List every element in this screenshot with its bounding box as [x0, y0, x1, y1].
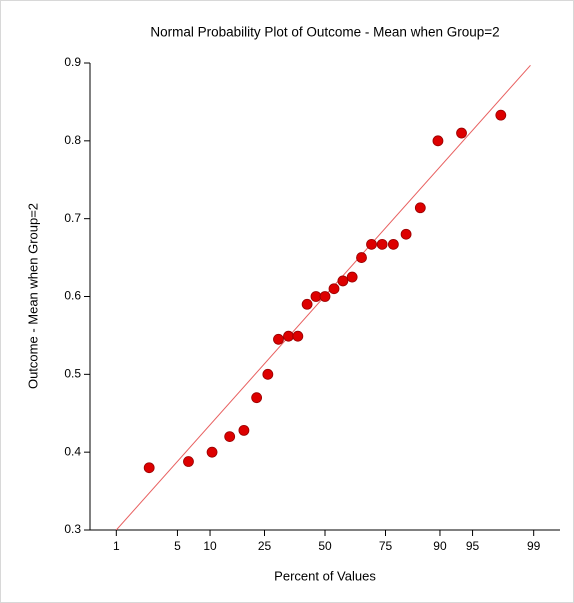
y-tick-label: 0.4 [64, 444, 81, 458]
x-tick-label: 90 [433, 539, 447, 553]
point [366, 238, 377, 250]
point [292, 330, 304, 342]
point [400, 228, 412, 240]
point [262, 368, 274, 380]
x-axis-title: Percent of Values [274, 568, 376, 583]
point [456, 127, 467, 139]
y-tick-label: 0.5 [64, 367, 81, 381]
point [319, 291, 331, 302]
x-tick-label: 75 [379, 539, 393, 553]
point [183, 456, 194, 467]
point [337, 275, 349, 287]
point [310, 291, 322, 302]
point [238, 424, 250, 436]
point [206, 446, 218, 458]
point [356, 252, 367, 263]
x-tick-label: 25 [258, 539, 272, 553]
point [224, 431, 236, 443]
point [328, 283, 340, 295]
x-tick-label: 5 [174, 539, 181, 553]
point [414, 202, 426, 214]
x-tick-label: 50 [318, 539, 332, 553]
point [251, 392, 263, 404]
y-tick-label: 0.9 [64, 55, 81, 69]
y-tick-label: 0.3 [64, 522, 81, 536]
point [143, 462, 155, 474]
x-tick-label: 10 [203, 539, 217, 553]
x-tick-label: 99 [527, 539, 541, 553]
y-tick-label: 0.6 [64, 289, 81, 303]
point [387, 238, 399, 250]
point [301, 298, 313, 310]
y-tick-label: 0.7 [64, 211, 81, 225]
point [432, 135, 444, 147]
y-tick-label: 0.8 [64, 133, 81, 147]
x-tick-label: 95 [466, 539, 480, 553]
chart-title: Normal Probability Plot of Outcome - Mea… [150, 25, 499, 40]
point [283, 330, 294, 342]
y-axis-title: Outcome - Mean when Group=2 [25, 203, 40, 389]
point [346, 271, 358, 283]
point [273, 333, 284, 345]
x-tick-label: 1 [113, 539, 120, 553]
point [376, 238, 388, 250]
point [495, 109, 507, 121]
